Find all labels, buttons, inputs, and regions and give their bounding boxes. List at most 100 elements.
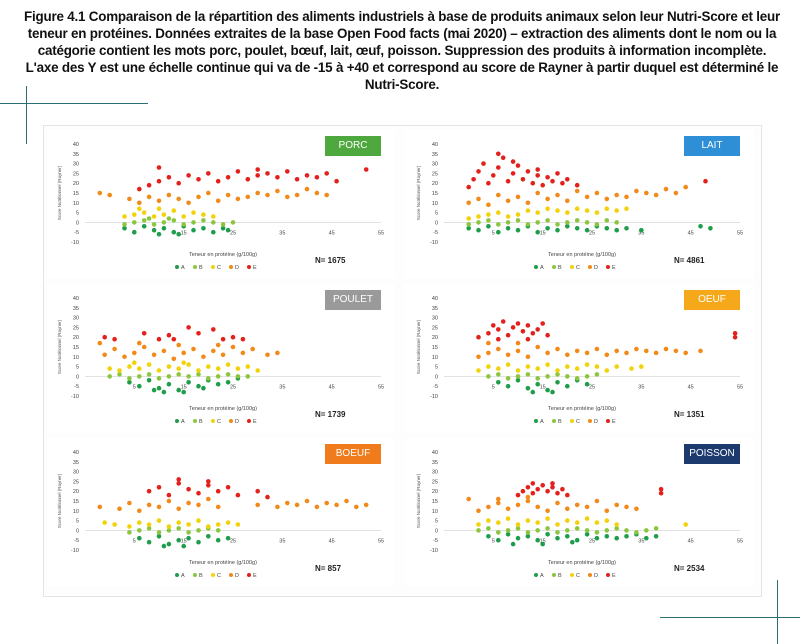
x-tick-label: 35 [279,384,285,390]
point-d [275,188,280,194]
point-b [186,530,191,535]
point-a [565,383,570,389]
point-a [137,383,142,389]
y-tick-label: 30 [73,316,79,322]
point-e [510,171,516,176]
point-d [565,506,570,512]
point-c [146,362,152,367]
decor-line-top-horizontal [0,103,148,104]
legend-marker-c [570,265,574,269]
legend-marker-b [193,573,197,577]
point-b [171,218,177,223]
point-b [644,528,649,533]
point-d [624,194,629,200]
x-tick-label: 25 [230,230,236,236]
point-d [186,200,191,206]
point-e [496,327,501,332]
point-d [698,348,703,354]
legend-marker-d [588,265,592,269]
point-e [545,332,550,338]
point-e [102,334,107,340]
point-b [476,528,481,533]
point-a [653,534,659,539]
point-a [535,537,540,543]
point-d [555,192,560,198]
point-e [530,490,536,496]
legend-label-b: B [558,265,562,271]
point-c [181,360,186,365]
point-a [505,532,511,537]
point-c [486,212,491,217]
point-a [496,380,501,385]
y-tick-label: 0 [76,220,79,226]
point-d [294,192,300,198]
point-e [481,161,486,166]
point-a [486,534,491,539]
y-tick-label: -10 [71,548,79,554]
point-d [122,354,127,360]
point-b [525,222,531,227]
legend-label-b: B [199,573,203,579]
point-e [515,492,521,498]
point-d [525,354,531,360]
point-e [471,177,476,182]
point-d [486,504,491,510]
y-tick-label: 10 [73,355,79,361]
point-d [574,502,580,508]
point-c [255,368,260,373]
y-tick-label: 15 [73,499,79,505]
point-e [520,488,526,494]
x-tick-label: 5 [492,538,495,544]
point-c [235,366,241,371]
point-d [225,192,231,198]
point-d [574,348,580,354]
legend-label-c: C [576,419,580,425]
point-e [156,485,162,490]
point-e [496,151,501,157]
y-tick-label: -5 [74,384,79,390]
point-b [235,374,241,379]
point-d [102,352,107,358]
x-tick-label: 55 [378,538,384,544]
y-tick-label: 25 [73,325,79,331]
point-d [206,190,211,196]
point-b [220,222,226,227]
point-a [584,381,590,387]
x-tick-label: 55 [378,230,384,236]
point-a [545,387,550,393]
y-tick-label: -5 [74,538,79,544]
point-c [171,208,177,213]
point-c [505,214,511,219]
point-d [354,504,359,510]
point-d [535,504,540,510]
legend-label-b: B [558,419,562,425]
point-e [304,173,310,178]
point-d [525,498,531,504]
point-e [555,490,560,496]
y-tick-label: 25 [432,325,438,331]
point-d [171,356,177,362]
point-a [555,227,560,233]
x-tick-label: 45 [688,230,694,236]
point-b [166,374,172,379]
point-d [505,352,511,358]
point-b [245,374,251,379]
point-b [146,526,152,531]
point-b [176,526,181,531]
point-b [505,376,511,381]
point-c [107,366,112,371]
point-d [304,186,310,192]
point-d [486,350,491,356]
y-tick-label: 5 [76,519,79,525]
legend-label-a: A [540,265,544,271]
point-c [245,364,251,369]
legend-label-e: E [253,573,257,579]
figure-caption: Figure 4.1 Comparaison de la répartition… [24,9,780,92]
point-d [363,502,369,508]
x-tick-label: 15 [540,384,546,390]
legend-label-a: A [540,573,544,579]
decor-line-bottom-horizontal [660,617,800,618]
point-c [151,214,157,219]
point-d [166,192,172,198]
point-e [176,180,181,186]
